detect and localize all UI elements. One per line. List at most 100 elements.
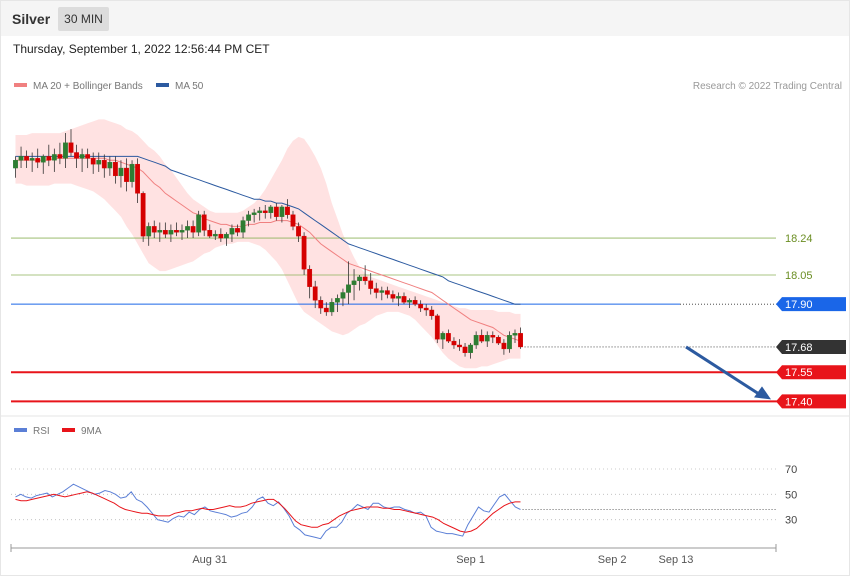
candle	[51, 148, 57, 172]
candle-body	[423, 307, 429, 311]
legend-label-ma20: MA 20 + Bollinger Bands	[33, 81, 143, 92]
rsi-tick-50: 50	[785, 489, 797, 501]
candle-body	[451, 340, 457, 346]
candle-body	[473, 335, 479, 346]
timeframe-badge[interactable]: 30 MIN	[58, 7, 109, 31]
candle	[63, 133, 68, 169]
legend-swatch-ma50	[156, 83, 169, 88]
candle-body	[85, 154, 91, 159]
candle	[262, 205, 268, 219]
candle	[451, 337, 457, 349]
candle-body	[229, 228, 235, 235]
chart-datetime: Thursday, September 1, 2022 12:56:44 PM …	[13, 42, 270, 56]
candle	[401, 292, 407, 305]
candle	[212, 230, 218, 240]
pivot-label: 17.90	[785, 299, 813, 311]
candle	[168, 224, 174, 242]
candle-body	[362, 276, 368, 282]
candle-body	[279, 206, 285, 217]
pivot-price-tag	[776, 297, 846, 312]
last-price-label: 17.68	[785, 342, 813, 354]
candle-body	[418, 303, 424, 309]
candle-body	[384, 290, 390, 295]
candle	[96, 152, 102, 172]
candle-body	[323, 307, 329, 313]
candle-body	[63, 142, 68, 159]
support-label-17.40: 17.40	[785, 396, 813, 408]
candle-body	[212, 233, 218, 237]
candle	[13, 156, 18, 178]
candle	[107, 156, 113, 176]
candle	[495, 335, 501, 345]
candle-body	[135, 163, 140, 194]
candle	[446, 329, 451, 344]
candle-body	[207, 230, 213, 237]
candle	[301, 232, 307, 275]
candle-body	[296, 226, 301, 237]
candle	[390, 290, 396, 303]
candle-body	[79, 154, 85, 159]
legend-rsi: RSI	[14, 426, 50, 437]
candle	[307, 265, 313, 299]
candle	[40, 154, 46, 174]
candle-body	[240, 220, 246, 233]
candle	[24, 150, 29, 169]
x-tick-label: Sep 2	[598, 554, 627, 566]
candle-body	[379, 290, 385, 293]
candle-body	[90, 158, 96, 165]
candle-body	[501, 342, 507, 350]
candle	[373, 282, 379, 299]
x-tick-label: Aug 31	[192, 554, 227, 566]
ma50-line	[15, 155, 521, 305]
candle-body	[196, 214, 202, 233]
candle	[79, 148, 85, 172]
candle	[468, 343, 473, 359]
x-tick-label: Sep 13	[659, 554, 694, 566]
candle	[157, 222, 163, 242]
candle-body	[412, 300, 418, 305]
candle	[434, 313, 440, 344]
candle	[362, 265, 368, 285]
legend-label-9ma: 9MA	[81, 426, 102, 437]
candle-body	[407, 300, 412, 303]
candle-body	[118, 167, 124, 177]
candle-body	[307, 268, 313, 287]
candle-body	[518, 333, 523, 348]
candle	[118, 160, 124, 188]
candle	[384, 286, 390, 299]
candle	[357, 275, 362, 291]
candle-body	[218, 233, 224, 239]
candle	[18, 146, 24, 169]
candle	[329, 298, 335, 316]
x-tick-label: Sep 1	[456, 554, 485, 566]
candle	[423, 304, 429, 316]
candle-body	[146, 226, 152, 237]
candle-body	[162, 230, 168, 235]
candle-body	[157, 230, 163, 233]
candle-body	[129, 163, 135, 182]
candle	[335, 294, 340, 312]
legend-ma50: MA 50	[156, 81, 203, 92]
candle	[479, 329, 485, 344]
candle	[207, 224, 213, 239]
candle	[346, 261, 351, 305]
legend-label-rsi: RSI	[33, 426, 50, 437]
candle-body	[368, 280, 374, 289]
rsi-ma9-line	[15, 491, 521, 533]
candle	[246, 210, 251, 227]
candle-body	[57, 154, 63, 159]
legend-label-ma50: MA 50	[175, 81, 204, 92]
candle-body	[246, 214, 251, 221]
candle	[440, 331, 446, 349]
candle-body	[74, 152, 79, 159]
candle-body	[51, 154, 57, 161]
candle	[268, 205, 274, 219]
rsi-line	[15, 483, 521, 540]
candle-body	[201, 214, 207, 231]
candle	[90, 152, 96, 174]
candle-body	[40, 156, 46, 163]
legend-9ma: 9MA	[62, 426, 102, 437]
candle-body	[457, 344, 462, 348]
